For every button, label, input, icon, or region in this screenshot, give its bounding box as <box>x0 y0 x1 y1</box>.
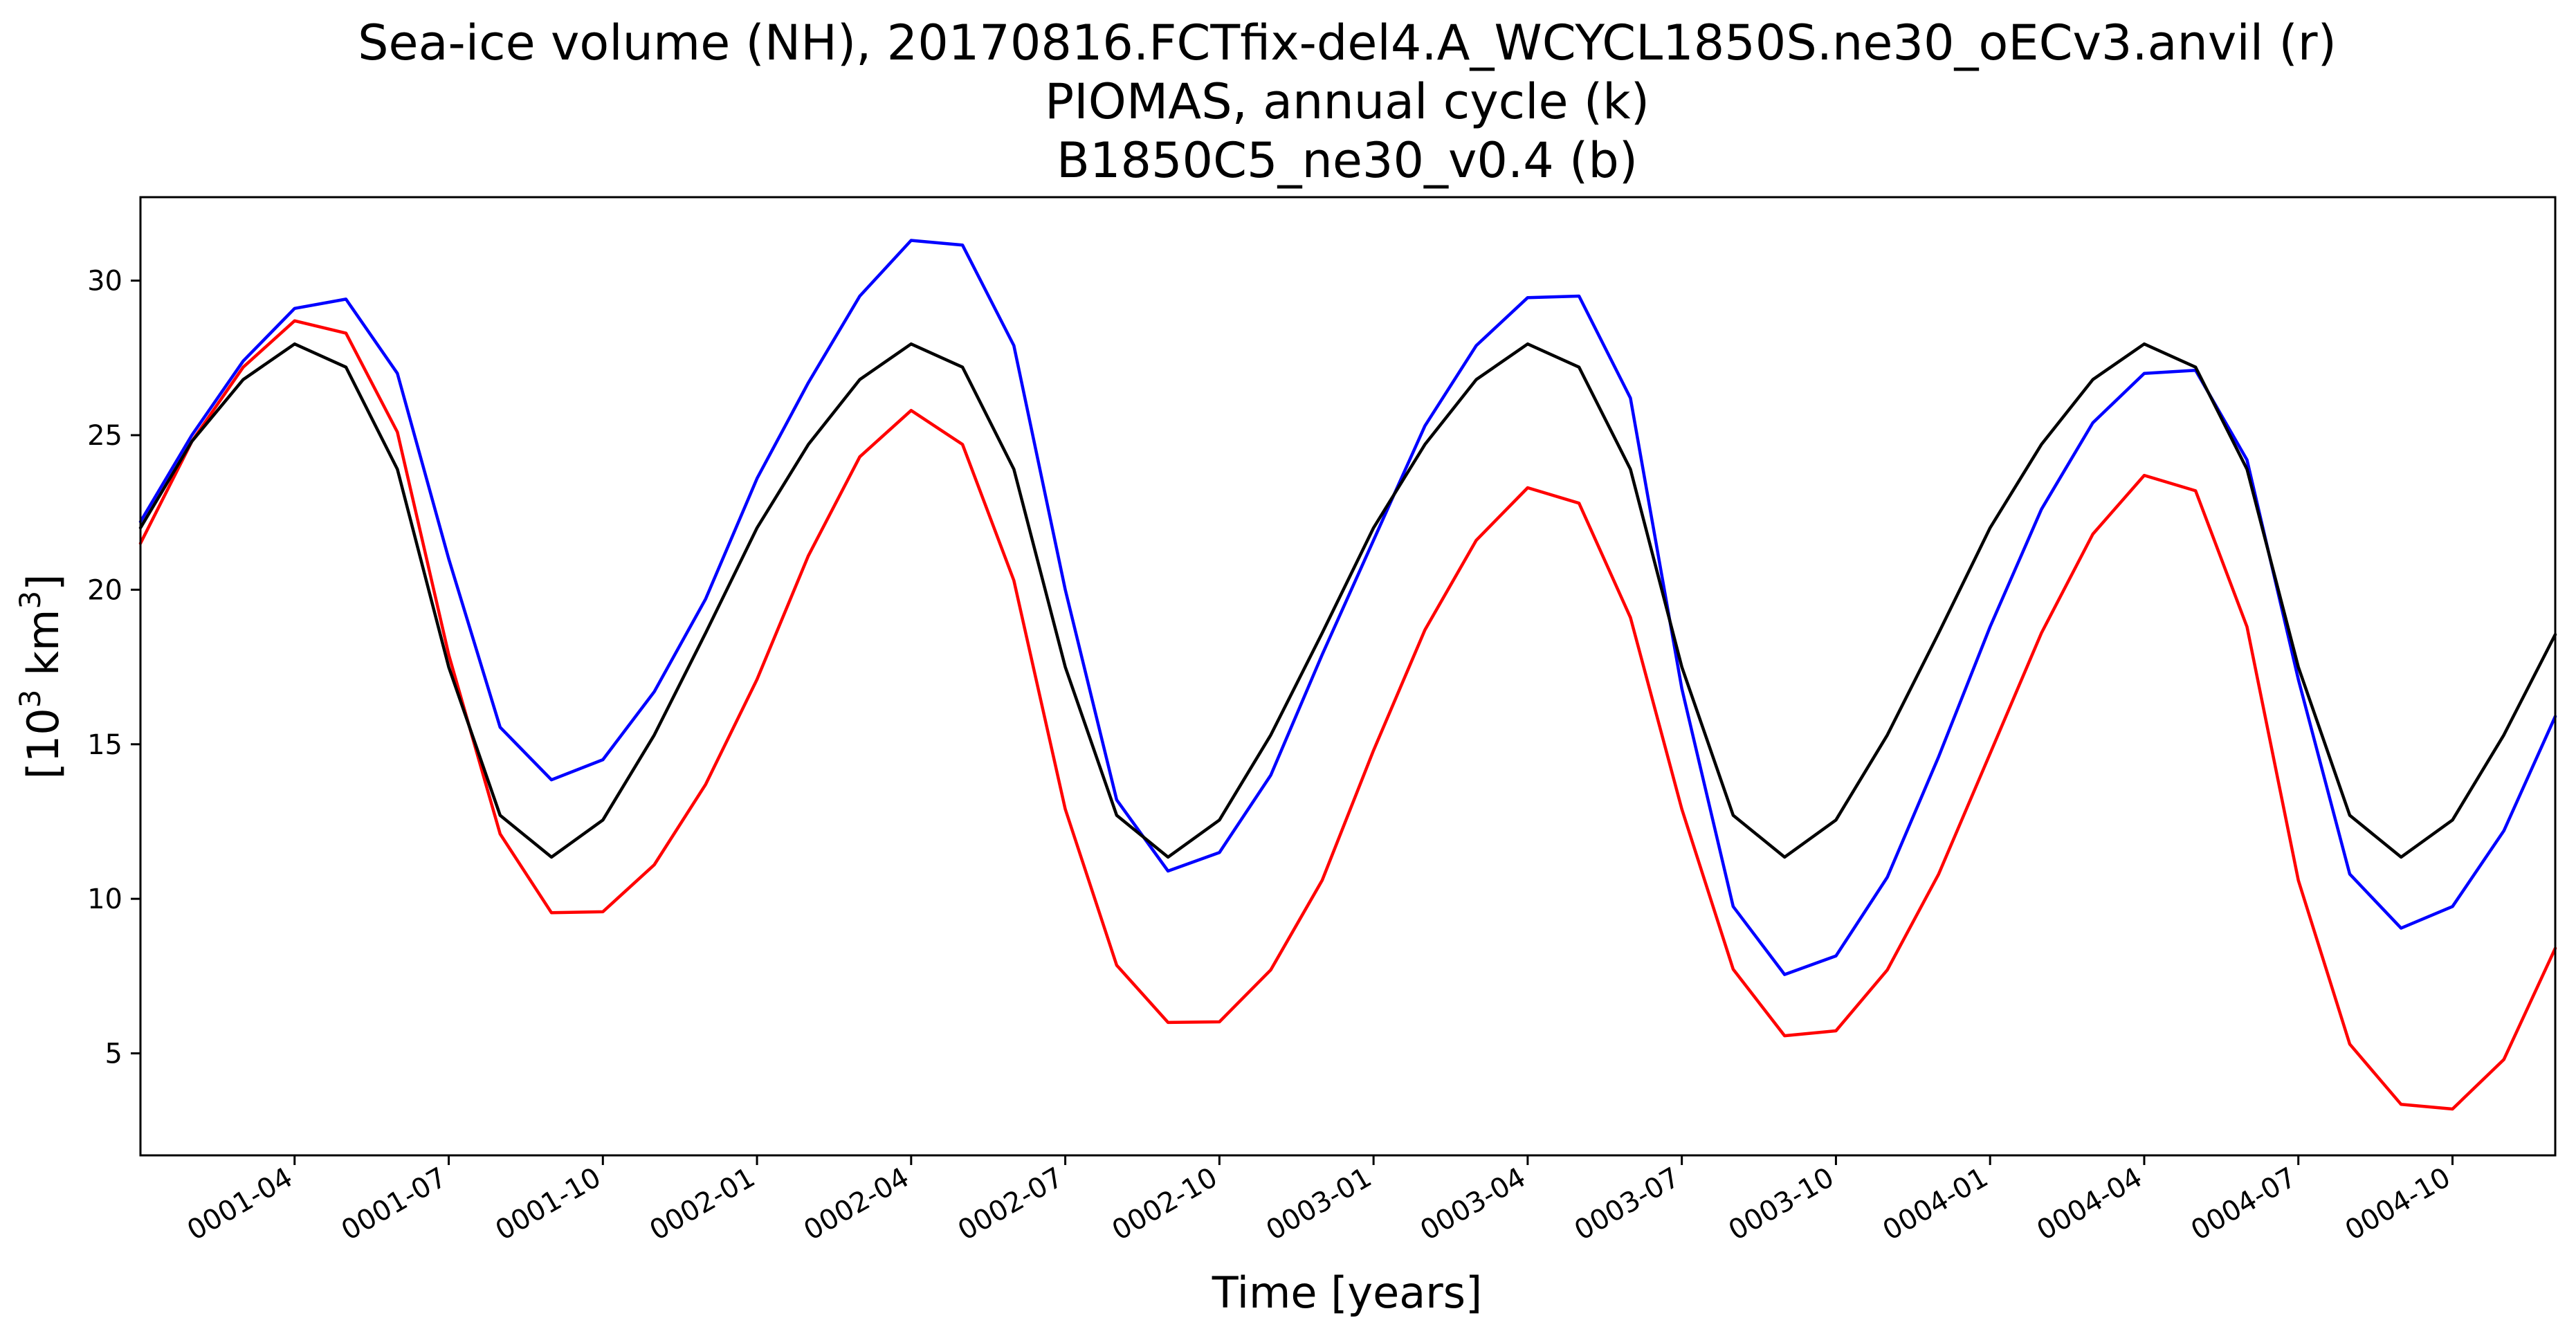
y-tick-label: 10 <box>87 883 122 915</box>
y-tick-label: 5 <box>105 1038 122 1070</box>
y-tick-label: 20 <box>87 574 122 606</box>
y-axis-label-exponent-2: 3 <box>13 591 47 610</box>
y-axis-label-unit: km <box>18 610 68 690</box>
chart-title-line-2: PIOMAS, annual cycle (k) <box>1045 73 1650 130</box>
data-series <box>138 239 2557 1111</box>
series-line-1 <box>138 319 2557 1111</box>
y-tick-label: 15 <box>87 729 122 761</box>
chart-title-line-3: B1850C5_ne30_v0.4 (b) <box>1057 132 1638 189</box>
y-tick-label: 25 <box>87 420 122 452</box>
series-line-3 <box>138 342 2557 859</box>
x-axis-label: Time [years] <box>1212 1267 1482 1318</box>
series-line-2 <box>138 239 2557 976</box>
plot-frame <box>139 196 2557 1157</box>
y-axis-label-exponent-1: 3 <box>13 690 47 708</box>
chart-title-line-1: Sea-ice volume (NH), 20170816.FCTfix-del… <box>358 15 2337 71</box>
y-axis-label-base: [10 <box>18 708 68 779</box>
y-axis-label-end: ] <box>18 574 68 591</box>
y-tick-label: 30 <box>87 266 122 297</box>
y-axis-label: [103 km3] <box>13 574 68 780</box>
